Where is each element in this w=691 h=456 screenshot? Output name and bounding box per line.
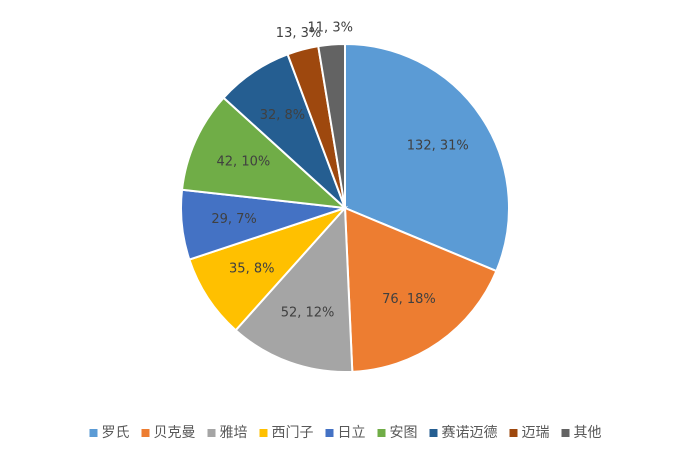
pie-slice bbox=[234, 205, 354, 373]
pie-slice bbox=[343, 206, 498, 373]
pie-slice bbox=[188, 205, 349, 332]
legend: 罗氏 贝克曼 雅培 西门子 日立 安图 赛诺迈德 迈瑞 其他 bbox=[89, 425, 602, 441]
legend-swatch bbox=[377, 429, 386, 437]
legend-label: 其他 bbox=[574, 425, 602, 441]
data-label: 35, 8% bbox=[229, 262, 274, 277]
data-label: 29, 7% bbox=[211, 212, 256, 227]
slices bbox=[180, 42, 510, 373]
pie-slice bbox=[344, 42, 510, 273]
legend-label: 赛诺迈德 bbox=[442, 425, 498, 441]
data-label: 52, 12% bbox=[281, 306, 335, 321]
legend-swatch bbox=[207, 429, 216, 437]
legend-swatch bbox=[561, 429, 570, 437]
legend-label: 罗氏 bbox=[102, 425, 130, 441]
data-label: 132, 31% bbox=[407, 139, 469, 154]
data-label: 32, 8% bbox=[260, 108, 305, 123]
legend-label: 贝克曼 bbox=[154, 425, 196, 441]
data-label: 11, 3% bbox=[308, 21, 353, 36]
legend-swatch bbox=[259, 429, 268, 437]
data-label: 13, 3% bbox=[276, 26, 321, 41]
legend-swatch bbox=[89, 429, 98, 437]
legend-label: 迈瑞 bbox=[522, 425, 550, 441]
data-label: 42, 10% bbox=[217, 155, 271, 170]
legend-label: 日立 bbox=[338, 425, 366, 441]
legend-swatch bbox=[429, 429, 438, 437]
pie-slice bbox=[317, 42, 346, 209]
legend-swatch bbox=[325, 429, 334, 437]
legend-label: 西门子 bbox=[272, 425, 314, 441]
legend-label: 雅培 bbox=[220, 425, 248, 441]
pie-slice bbox=[180, 96, 348, 210]
legend-label: 安图 bbox=[390, 425, 418, 441]
legend-swatch bbox=[141, 429, 150, 437]
data-label: 76, 18% bbox=[382, 292, 436, 307]
legend-swatch bbox=[509, 429, 518, 437]
